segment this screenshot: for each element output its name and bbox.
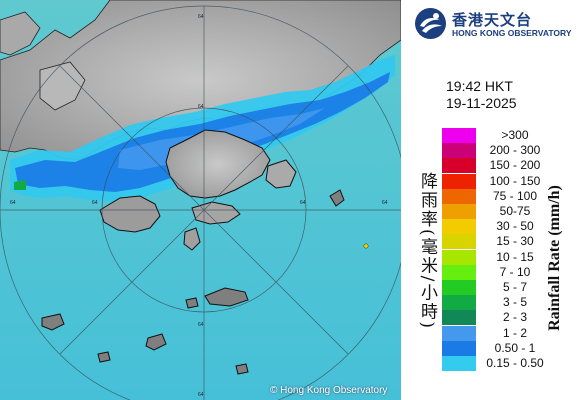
legend-item: 15 - 30 [442, 234, 572, 250]
sai-kung [265, 159, 297, 189]
legend-title-chinese: 降雨率(毫米/小時) [417, 172, 437, 330]
legend-item: 200 - 300 [442, 143, 572, 159]
ring-spoke [59, 65, 349, 355]
legend-swatch [442, 234, 476, 250]
south-island-4 [97, 351, 111, 363]
legend-item: >300 [442, 128, 572, 143]
legend-title-english: Rainfall Rate (mm/h) [546, 185, 563, 331]
legend-label: 30 - 50 [496, 219, 534, 234]
legend-swatch [442, 249, 476, 265]
west-land [0, 11, 41, 56]
ring-label: 64 [300, 200, 306, 206]
legend-label: 75 - 100 [492, 188, 538, 203]
logo-chinese-name: 香港天文台 [452, 11, 533, 29]
yellow-marker [363, 243, 369, 249]
ring-label: 64 [92, 200, 98, 206]
legend-item: 1 - 2 [442, 325, 572, 341]
south-island-1 [204, 287, 249, 307]
legend-label: 7 - 10 [499, 264, 531, 279]
legend-label: >300 [501, 128, 529, 142]
legend-swatch [442, 204, 476, 219]
legend-swatch [442, 356, 476, 371]
legend-swatch [442, 173, 476, 189]
range-rings [0, 5, 401, 400]
observation-date: 19-11-2025 [446, 95, 517, 111]
ring-label: 64 [198, 392, 204, 398]
south-island-6 [185, 297, 199, 309]
legend-swatch [442, 340, 476, 356]
legend-item: 7 - 10 [442, 264, 572, 280]
south-island-2 [41, 313, 65, 331]
west-land-2 [39, 61, 86, 111]
logo-english-name: HONG KONG OBSERVATORY [452, 28, 572, 38]
legend-item: 0.50 - 1 [442, 340, 572, 356]
legend-label: 15 - 30 [496, 234, 534, 249]
legend-swatch [442, 158, 476, 174]
legend-label: 50-75 [499, 204, 531, 218]
hk-new-territories [165, 129, 271, 199]
legend-swatch [442, 128, 476, 143]
legend-swatch [442, 143, 476, 159]
legend-label: 10 - 15 [496, 249, 534, 264]
ring-label: 64 [10, 200, 16, 206]
legend-label: 1 - 2 [502, 325, 527, 340]
legend-label: 100 - 150 [489, 173, 541, 188]
south-island-5 [235, 363, 249, 375]
ring-label: 64 [198, 322, 204, 328]
legend-swatch [442, 310, 476, 326]
lantau-island [99, 195, 161, 233]
rain-green [14, 180, 26, 190]
legend-label: 150 - 200 [489, 158, 541, 173]
legend-item: 30 - 50 [442, 219, 572, 235]
lamma-island [183, 227, 201, 251]
observation-time: 19:42 HKT [446, 78, 513, 94]
hko-logo-icon [415, 8, 446, 39]
legend-swatch [442, 264, 476, 280]
ring-label: 64 [198, 14, 204, 20]
legend-label: 200 - 300 [489, 143, 541, 158]
legend-item: 150 - 200 [442, 158, 572, 174]
legend-item: 5 - 7 [442, 280, 572, 295]
legend-item: 100 - 150 [442, 173, 572, 189]
legend-swatch [442, 188, 476, 204]
legend-item: 0.15 - 0.50 [442, 356, 572, 371]
legend-swatch [442, 219, 476, 235]
legend-item: 75 - 100 [442, 188, 572, 204]
legend-item: 2 - 3 [442, 310, 572, 326]
legend-label: 0.50 - 1 [494, 340, 536, 355]
legend-swatch [442, 325, 476, 341]
legend-swatch [442, 280, 476, 295]
legend-label: 2 - 3 [502, 310, 527, 325]
legend-label: 5 - 7 [502, 280, 527, 294]
east-island [329, 189, 345, 207]
info-panel [401, 0, 577, 400]
ring-label: 64 [198, 104, 204, 110]
legend-item: 50-75 [442, 204, 572, 219]
hko-logo: 香港天文台 HONG KONG OBSERVATORY [414, 7, 574, 41]
legend-item: 10 - 15 [442, 249, 572, 265]
south-island-3 [145, 333, 167, 351]
legend-label: 3 - 5 [502, 295, 527, 310]
ring-label: 64 [382, 200, 388, 206]
copyright-text: © Hong Kong Observatory [270, 385, 388, 396]
legend-swatch [442, 295, 476, 311]
radar-map: 64 64 64 64 64 64 64 64 [0, 0, 401, 400]
legend-label: 0.15 - 0.50 [486, 356, 544, 370]
legend-item: 3 - 5 [442, 295, 572, 311]
